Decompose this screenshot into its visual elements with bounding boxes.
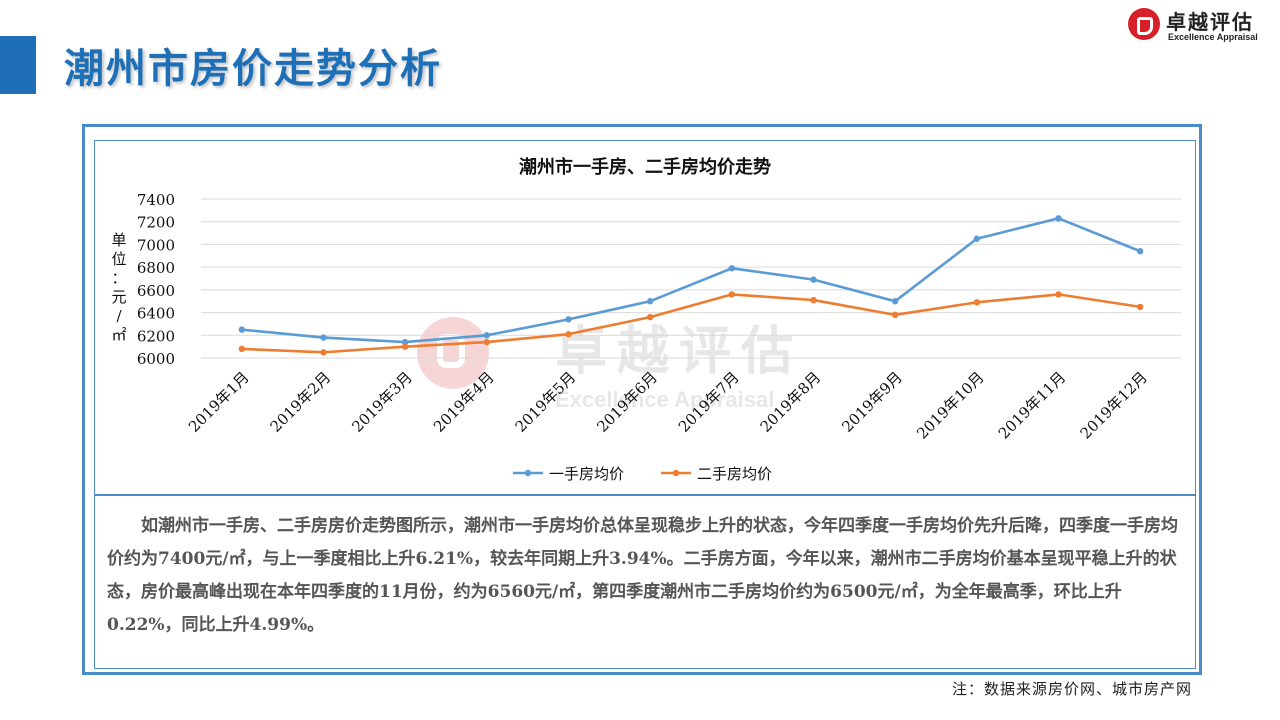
- data-point: [728, 265, 736, 272]
- data-point: [728, 291, 736, 298]
- data-point: [891, 298, 899, 305]
- data-point: [483, 332, 491, 339]
- legend-swatch-marker: [672, 469, 680, 477]
- title-accent-bar: [0, 36, 36, 94]
- data-point: [1136, 303, 1144, 311]
- data-point: [238, 345, 246, 353]
- data-point: [973, 299, 981, 306]
- content-frame: [82, 124, 1202, 675]
- y-axis-ticks: 6000 6200 6400 6600 6800 7000 7200 7400: [137, 191, 175, 368]
- y-tick-label: 6200: [137, 327, 175, 345]
- y-axis-label: 单位：元/㎡: [111, 231, 126, 344]
- logo-chinese-name: 卓越评估: [1166, 10, 1254, 34]
- analysis-paragraph: 如潮州市一手房、二手房房价走势图所示，潮州市一手房均价总体呈现稳步上升的状态，今…: [107, 516, 1178, 635]
- y-tick-label: 7000: [137, 236, 175, 254]
- x-tick-label: 2019年12月: [1077, 368, 1151, 442]
- logo-mark-icon: [1128, 8, 1160, 40]
- y-tick-label: 6600: [137, 282, 175, 300]
- data-point: [810, 296, 817, 304]
- page-title: 潮州市房价走势分析: [64, 46, 442, 92]
- company-logo: 卓越评估 Excellence Appraisal: [1128, 8, 1274, 44]
- data-point: [320, 334, 327, 341]
- series-line-1: [241, 217, 1141, 344]
- data-point: [565, 316, 572, 323]
- y-axis-label-char: /: [116, 307, 122, 325]
- line-chart: 卓越评估 Excellence Appraisal 潮州市一手房、二手房均价走势…: [111, 156, 1181, 483]
- data-point: [646, 313, 654, 321]
- series-lines: [238, 215, 1144, 356]
- data-point: [565, 330, 572, 338]
- y-axis-label-char: 元: [111, 288, 126, 306]
- data-point: [1055, 215, 1062, 222]
- legend-label: 一手房均价: [549, 465, 624, 483]
- analysis-text-panel: 如潮州市一手房、二手房房价走势图所示，潮州市一手房均价总体呈现稳步上升的状态，今…: [94, 495, 1196, 669]
- x-tick-label: 2019年9月: [838, 368, 906, 436]
- legend-swatch-marker: [524, 469, 532, 477]
- x-tick-label: 2019年11月: [995, 368, 1069, 442]
- data-point: [973, 235, 981, 242]
- data-point: [401, 338, 409, 346]
- data-point: [483, 338, 491, 346]
- logo-english-name: Excellence Appraisal: [1168, 32, 1258, 42]
- data-point: [891, 311, 899, 319]
- y-tick-label: 7200: [137, 214, 175, 232]
- y-tick-label: 6800: [137, 259, 175, 277]
- data-point: [1055, 291, 1062, 298]
- gridlines: [201, 198, 1181, 359]
- watermark-chinese-text: 卓越评估: [555, 321, 803, 382]
- y-tick-label: 7400: [137, 191, 175, 209]
- x-tick-label: 2019年10月: [913, 368, 987, 442]
- data-point: [646, 298, 654, 305]
- watermark-english-text: Excellence Appraisal: [555, 387, 774, 412]
- data-point: [401, 343, 409, 350]
- y-axis-label-char: ：: [111, 269, 126, 287]
- x-tick-label: 2019年2月: [267, 368, 335, 436]
- y-axis-label-char: 单: [111, 231, 126, 249]
- chart-panel: 卓越评估 Excellence Appraisal 潮州市一手房、二手房均价走势…: [94, 140, 1196, 495]
- source-note: 注：数据来源房价网、城市房产网: [951, 680, 1192, 698]
- data-point: [810, 276, 817, 283]
- chart-legend: 一手房均价 二手房均价: [513, 465, 772, 483]
- y-axis-label-char: 位: [111, 250, 126, 268]
- data-point: [320, 349, 327, 356]
- x-tick-label: 2019年3月: [348, 368, 416, 436]
- legend-label: 二手房均价: [697, 465, 772, 483]
- y-tick-label: 6400: [137, 305, 175, 323]
- data-point: [1136, 248, 1144, 255]
- y-tick-label: 6000: [137, 350, 175, 368]
- series-line-2: [241, 293, 1141, 354]
- data-point: [238, 326, 246, 333]
- y-axis-label-char: ㎡: [111, 326, 126, 344]
- x-tick-label: 2019年1月: [185, 368, 253, 436]
- chart-title: 潮州市一手房、二手房均价走势: [519, 156, 771, 178]
